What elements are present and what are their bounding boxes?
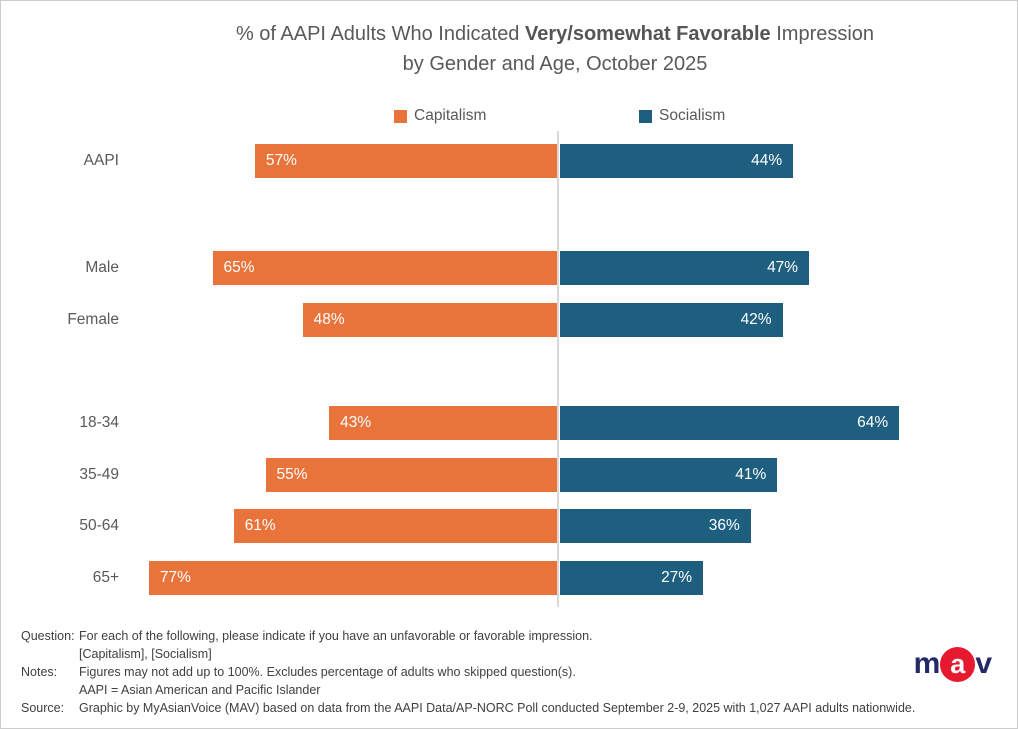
socialism-value-label: 41% xyxy=(735,465,767,483)
chart-row-female: Female 48% 42% xyxy=(1,302,1017,337)
chart-title: % of AAPI Adults Who Indicated Very/some… xyxy=(101,19,1009,79)
capitalism-bar: 48% xyxy=(302,302,557,337)
category-label: Female xyxy=(67,310,119,328)
capitalism-value-label: 65% xyxy=(223,259,255,276)
footnote-text: AAPI = Asian American and Pacific Island… xyxy=(79,683,321,697)
capitalism-value-label: 57% xyxy=(265,152,297,169)
title-suffix: Impression xyxy=(770,23,875,45)
category-label: 35-49 xyxy=(79,465,119,483)
socialism-swatch-icon xyxy=(639,109,652,123)
chart-row-male: Male 65% 47% xyxy=(1,251,1017,285)
footnote-text: For each of the following, please indica… xyxy=(79,629,593,643)
logo-letter-a: a xyxy=(950,648,966,679)
axis-divider-line xyxy=(557,131,559,607)
capitalism-bar: 43% xyxy=(329,406,557,440)
logo-letter-m: m xyxy=(913,647,941,680)
capitalism-value-label: 55% xyxy=(276,465,308,483)
capitalism-swatch-icon xyxy=(394,109,407,123)
socialism-bar: 64% xyxy=(560,406,900,440)
footnote-text: [Capitalism], [Socialism] xyxy=(79,647,212,661)
socialism-value-label: 47% xyxy=(767,259,799,276)
footnote-row: Question: For each of the following, plea… xyxy=(21,627,1005,645)
footnote-row: [Capitalism], [Socialism] xyxy=(21,645,1005,663)
logo-red-circle-icon: a xyxy=(940,646,976,682)
legend-item-socialism: Socialism xyxy=(639,106,725,126)
footnote-row: Notes: Figures may not add up to 100%. Ex… xyxy=(21,663,1005,681)
mav-logo: m a v xyxy=(913,645,992,683)
footnote-row: AAPI = Asian American and Pacific Island… xyxy=(21,681,1005,699)
category-label: 50-64 xyxy=(79,517,119,534)
capitalism-value-label: 48% xyxy=(313,310,345,328)
footnote-label: Question: xyxy=(21,629,75,643)
footnote-text: Figures may not add up to 100%. Excludes… xyxy=(79,665,576,679)
chart-row-18-34: 18-34 43% 64% xyxy=(1,406,1017,440)
logo-letter-v: v xyxy=(975,647,992,680)
footnote-text: Graphic by MyAsianVoice (MAV) based on d… xyxy=(79,701,916,715)
chart-row-65-: 65+ 77% 27% xyxy=(1,560,1017,595)
socialism-value-label: 42% xyxy=(740,310,772,328)
socialism-bar: 47% xyxy=(560,251,810,285)
capitalism-bar: 77% xyxy=(148,560,557,595)
legend-capitalism-label: Capitalism xyxy=(414,107,487,124)
footnotes-block: Question: For each of the following, plea… xyxy=(21,627,1005,717)
category-label: 18-34 xyxy=(79,414,119,431)
chart-title-line1: % of AAPI Adults Who Indicated Very/some… xyxy=(101,19,1009,49)
socialism-bar: 44% xyxy=(560,144,794,178)
capitalism-value-label: 43% xyxy=(340,414,372,431)
footnote-row: Source: Graphic by MyAsianVoice (MAV) bas… xyxy=(21,699,1005,717)
chart-row-50-64: 50-64 61% 36% xyxy=(1,509,1017,543)
title-prefix: % of AAPI Adults Who Indicated xyxy=(235,23,525,45)
footnote-label: Source: xyxy=(21,701,65,715)
capitalism-bar: 61% xyxy=(233,509,557,543)
footnote-label: Notes: xyxy=(21,665,58,679)
socialism-value-label: 64% xyxy=(857,414,889,431)
socialism-bar: 41% xyxy=(560,457,778,492)
title-emphasis: Very/somewhat Favorable xyxy=(525,23,771,45)
footnote-label xyxy=(21,681,79,699)
capitalism-value-label: 61% xyxy=(244,517,276,534)
capitalism-bar: 65% xyxy=(212,251,557,285)
chart-row-aapi: AAPI 57% 44% xyxy=(1,144,1017,178)
chart-subtitle: by Gender and Age, October 2025 xyxy=(402,53,708,75)
socialism-bar: 36% xyxy=(560,509,751,543)
capitalism-value-label: 77% xyxy=(159,568,191,586)
socialism-value-label: 27% xyxy=(661,568,693,586)
category-label: AAPI xyxy=(83,152,119,169)
socialism-bar: 27% xyxy=(560,560,704,595)
legend-item-capitalism: Capitalism xyxy=(394,106,486,126)
category-label: 65+ xyxy=(92,568,119,586)
capitalism-bar: 55% xyxy=(265,457,557,492)
socialism-bar: 42% xyxy=(560,302,783,337)
capitalism-bar: 57% xyxy=(254,144,557,178)
footnote-label xyxy=(21,645,79,663)
legend-socialism-label: Socialism xyxy=(659,107,726,124)
category-label: Male xyxy=(85,259,119,276)
socialism-value-label: 36% xyxy=(708,517,740,534)
chart-row-35-49: 35-49 55% 41% xyxy=(1,457,1017,492)
socialism-value-label: 44% xyxy=(751,152,783,169)
